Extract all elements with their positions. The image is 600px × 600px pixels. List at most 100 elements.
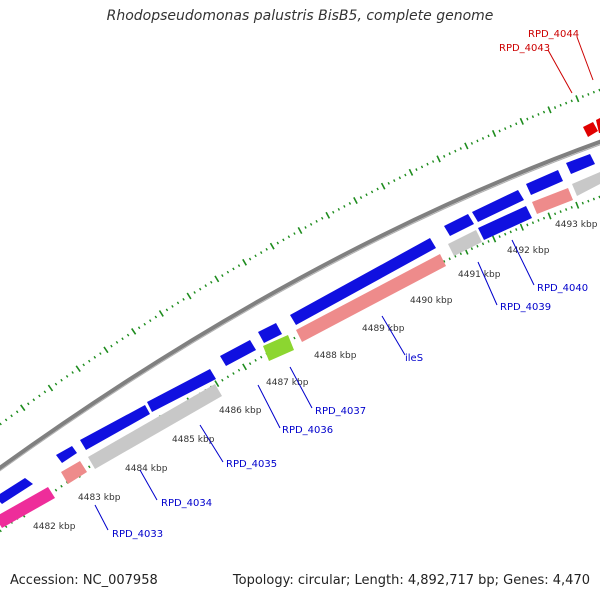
feature-rpd-4039-fwd[interactable] xyxy=(444,214,474,236)
tick-mark xyxy=(531,221,535,225)
tick-mark xyxy=(380,182,386,190)
tick-mark xyxy=(143,322,146,326)
tick-mark xyxy=(565,101,568,105)
kbp-label: 4486 kbp xyxy=(219,406,262,416)
tick-mark xyxy=(575,95,580,103)
tick-mark xyxy=(408,168,414,176)
tick-mark xyxy=(4,525,8,529)
tick-mark xyxy=(332,210,335,214)
gene-label-rpd-4039[interactable]: RPD_4039 xyxy=(500,302,551,313)
tick-mark xyxy=(537,113,540,116)
feature-rpd-4034[interactable] xyxy=(80,405,150,450)
tick-mark xyxy=(237,264,241,267)
tick-mark xyxy=(325,211,331,219)
kbp-label: 4485 kbp xyxy=(172,435,215,445)
kbp-label: 4483 kbp xyxy=(78,493,121,503)
tick-mark xyxy=(420,165,424,169)
feature-rpd-4033[interactable] xyxy=(0,478,33,504)
feature-pink-2[interactable] xyxy=(532,188,573,214)
tick-mark xyxy=(54,382,58,386)
tick-mark xyxy=(88,465,91,469)
tick-mark xyxy=(554,212,557,216)
feature-rpd-4044[interactable] xyxy=(596,118,600,133)
tick-mark xyxy=(337,207,341,211)
tick-mark xyxy=(232,267,235,271)
tick-mark xyxy=(320,216,324,220)
tick-mark xyxy=(376,187,379,191)
feature-rpd-4035[interactable] xyxy=(147,369,216,412)
feature-pink-small[interactable] xyxy=(61,461,87,484)
tick-mark xyxy=(154,315,158,319)
gene-label-rpd-4035[interactable]: RPD_4035 xyxy=(226,459,277,470)
tick-mark xyxy=(519,117,524,125)
tick-mark xyxy=(387,181,390,185)
gene-label-rpd-4043[interactable]: RPD_4043 xyxy=(499,43,550,54)
tick-mark xyxy=(436,155,441,163)
tick-mark xyxy=(587,199,590,203)
tick-mark xyxy=(38,394,41,398)
tick-mark xyxy=(131,328,137,335)
gene-label-rpd-4034[interactable]: RPD_4034 xyxy=(161,498,212,509)
tick-mark xyxy=(443,259,446,263)
tick-mark xyxy=(559,103,562,107)
feature-rpd-4034-fwd[interactable] xyxy=(56,446,77,463)
genome-summary: Topology: circular; Length: 4,892,717 bp… xyxy=(232,573,590,588)
feature-gray-2[interactable] xyxy=(448,230,482,256)
tick-mark xyxy=(587,92,590,96)
tick-mark xyxy=(343,204,346,208)
tick-mark xyxy=(519,223,524,231)
tick-mark xyxy=(592,90,595,94)
tick-mark xyxy=(297,227,303,234)
feature-rna[interactable] xyxy=(263,335,294,361)
feature-rpd-4043[interactable] xyxy=(583,122,598,137)
tick-mark xyxy=(526,223,529,227)
tick-mark xyxy=(498,129,501,133)
feature-magenta[interactable] xyxy=(0,487,55,528)
gene-label-iles[interactable]: ileS xyxy=(405,353,423,364)
gene-label-rpd-4040[interactable]: RPD_4040 xyxy=(537,283,588,294)
tick-mark xyxy=(348,202,352,205)
feature-rpd-4037[interactable] xyxy=(258,323,282,343)
tick-mark xyxy=(137,326,141,330)
outer-tick-ring xyxy=(0,88,600,426)
gene-label-rpd-4037[interactable]: RPD_4037 xyxy=(315,406,366,417)
feature-iles-fwd[interactable] xyxy=(290,238,436,325)
tick-mark xyxy=(237,368,241,372)
tick-mark xyxy=(487,240,490,243)
tick-mark xyxy=(182,298,185,301)
gene-label-rpd-4033[interactable]: RPD_4033 xyxy=(112,529,163,540)
tick-mark xyxy=(242,258,247,266)
feature-gray-1[interactable] xyxy=(88,384,222,469)
tick-mark xyxy=(71,371,74,374)
feature-rpd-4042[interactable] xyxy=(566,154,595,174)
tick-mark xyxy=(232,372,235,375)
tick-mark xyxy=(269,242,275,250)
feature-iles[interactable] xyxy=(296,254,446,342)
tick-mark xyxy=(115,340,119,344)
feature-rpd-4040-fwd[interactable] xyxy=(472,190,524,222)
tick-mark xyxy=(415,168,418,172)
feature-gray-3[interactable] xyxy=(572,172,600,196)
tick-mark xyxy=(221,274,224,277)
tick-mark xyxy=(359,196,363,200)
tick-mark xyxy=(276,241,280,245)
gene-label-rpd-4036[interactable]: RPD_4036 xyxy=(282,425,333,436)
feature-rpd-4041[interactable] xyxy=(526,170,563,195)
tick-mark xyxy=(570,99,573,103)
tick-mark xyxy=(481,137,485,140)
kbp-label: 4487 kbp xyxy=(266,378,309,388)
tick-mark xyxy=(265,247,268,251)
gene-label-rpd-4044[interactable]: RPD_4044 xyxy=(528,29,579,40)
tick-mark xyxy=(149,319,152,322)
tick-mark xyxy=(0,529,2,533)
tick-mark xyxy=(526,117,529,121)
tick-mark xyxy=(509,124,512,128)
gene-leader-lines xyxy=(94,239,535,531)
feature-rpd-4040[interactable] xyxy=(478,206,532,240)
feature-rpd-4036[interactable] xyxy=(220,340,256,366)
tick-mark xyxy=(88,359,91,363)
kbp-label: 4482 kbp xyxy=(33,522,76,532)
tick-mark xyxy=(176,301,180,305)
kbp-label: 4489 kbp xyxy=(362,324,405,334)
tick-mark xyxy=(4,418,8,422)
